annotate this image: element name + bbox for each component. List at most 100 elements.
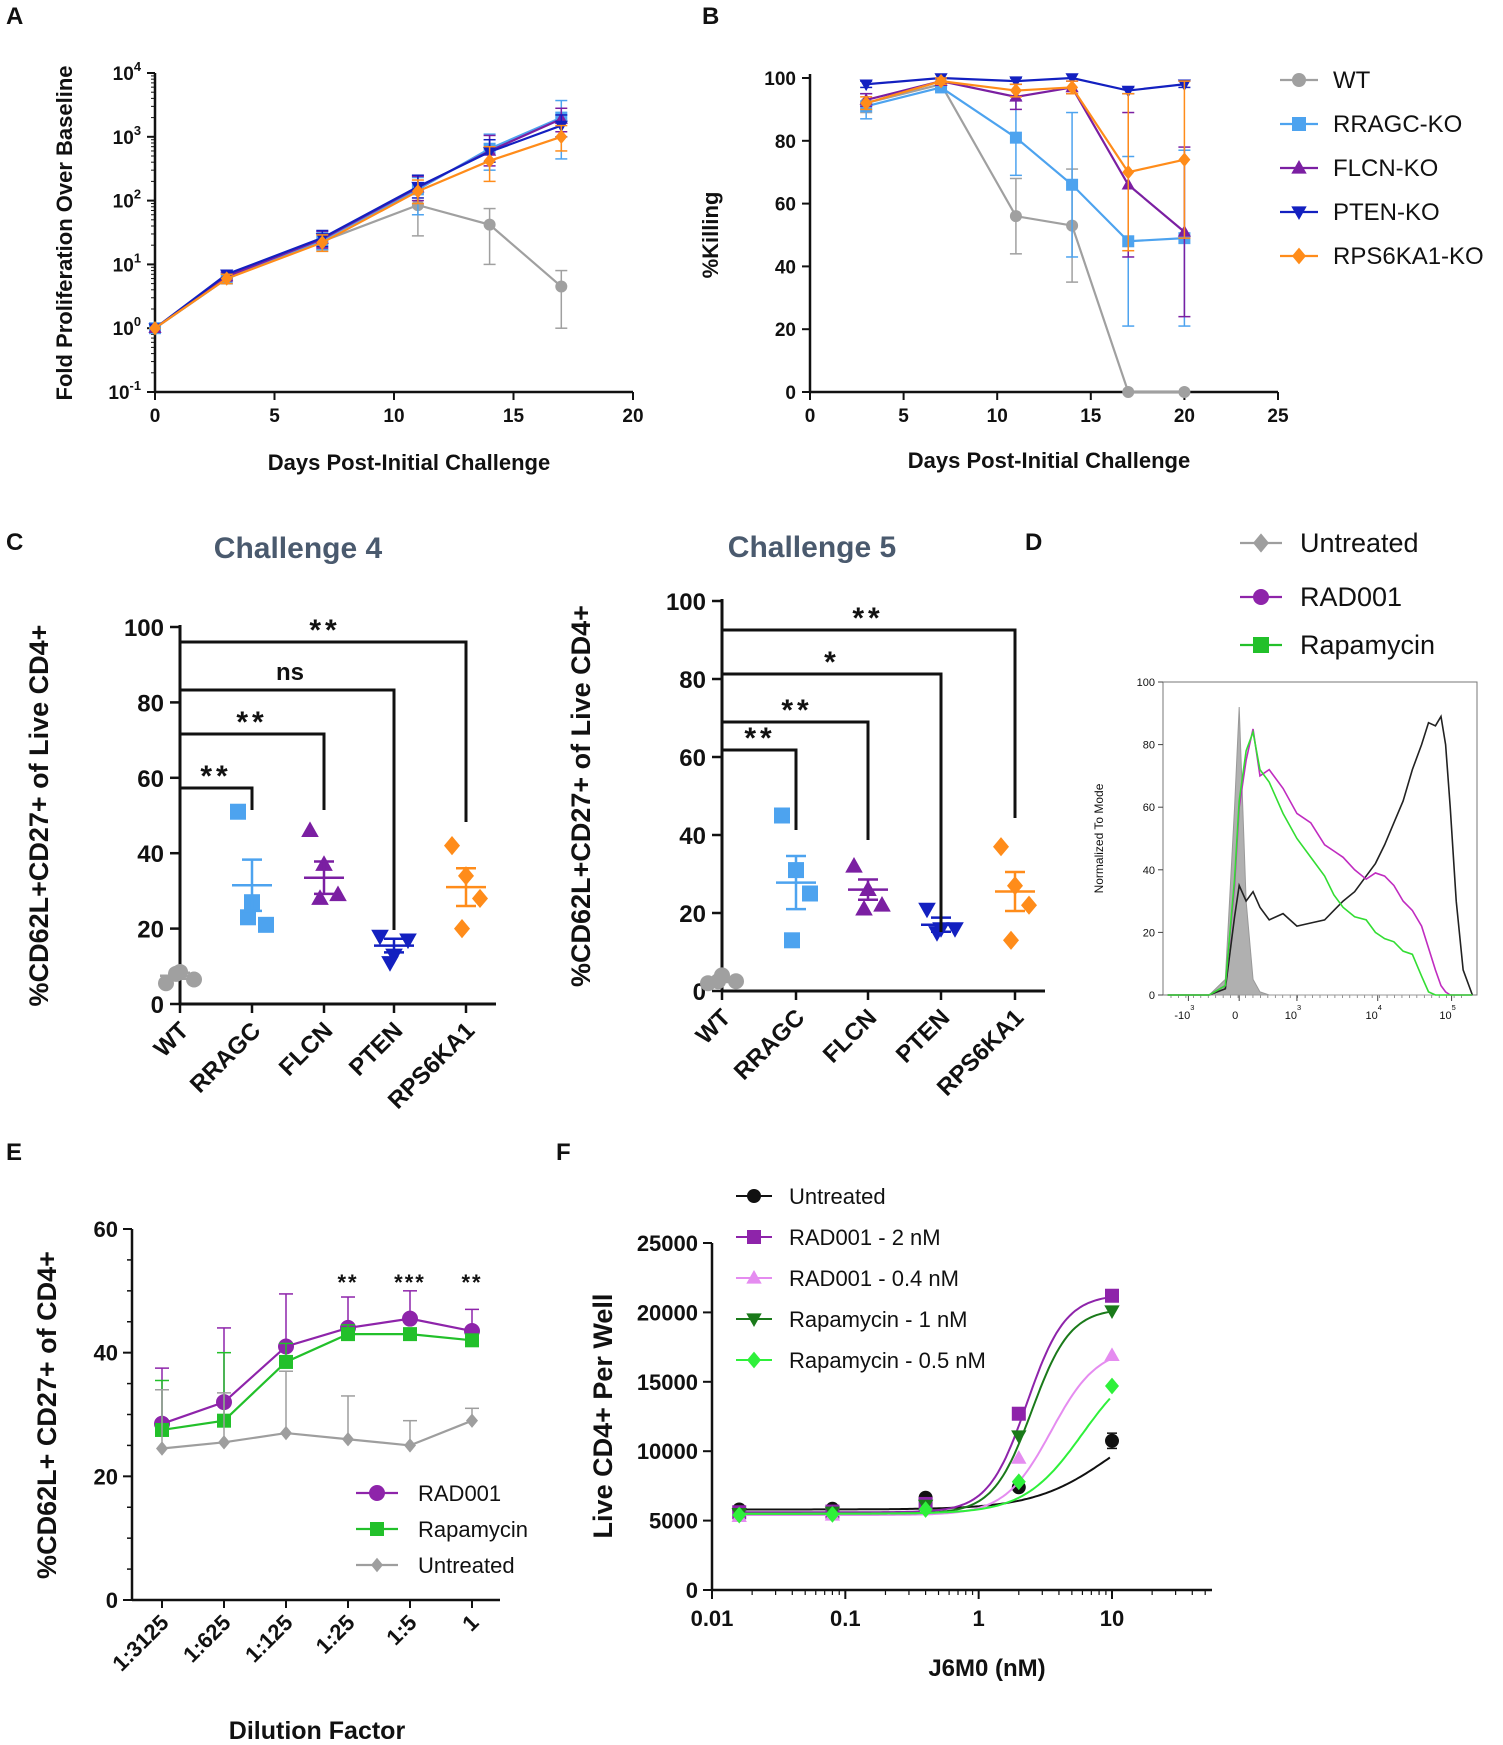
c4-sem-bar [242, 858, 262, 913]
d-legend-label: RAD001 [1300, 582, 1402, 612]
b-series-wt [860, 78, 1191, 398]
c5-point [946, 922, 964, 938]
b-series-flcn [859, 74, 1191, 318]
d-y-tick-label: 80 [1143, 740, 1155, 752]
a-point [411, 184, 424, 199]
a-point [220, 271, 233, 286]
f-point [1011, 1406, 1026, 1421]
a-y-tick-label-exp: 0 [134, 314, 141, 329]
b-x-axis-title: Days Post-Initial Challenge [908, 448, 1190, 473]
d-histogram-rad001 [1167, 728, 1473, 996]
d-x-tick-label: 104 [1366, 1003, 1382, 1022]
a-point [316, 235, 329, 250]
b-legend-item: RRAGC-KO [1280, 111, 1462, 138]
c5-significance-label: ** [744, 722, 775, 755]
c4-point [230, 803, 246, 820]
c4-y-tick-label: 60 [137, 766, 164, 793]
c5-sem-bar [1005, 870, 1025, 913]
b-y-tick-label: 40 [775, 257, 796, 278]
e-legend: RAD001 Rapamycin Untreated [356, 1481, 528, 1578]
a-series-rragc [149, 99, 568, 335]
b-line-pten [866, 76, 1185, 92]
c4-significance-bracket: ** [178, 760, 254, 810]
d-x-tick-label: 103 [1285, 1003, 1301, 1022]
f-legend-marker [747, 1351, 761, 1369]
a-line-rps6ka1 [154, 135, 562, 330]
b-x-tick-label: 20 [1174, 406, 1195, 427]
e-legend-label: RAD001 [418, 1481, 501, 1506]
e-point [156, 1441, 168, 1456]
c4-title: Challenge 4 [214, 532, 383, 565]
e-x-tick-label: 1:25 [311, 1610, 360, 1659]
b-y-tick-label: 100 [764, 69, 796, 90]
b-line-rps6ka1 [865, 80, 1185, 174]
b-line-wt [865, 83, 1185, 394]
c5-y-tick-label: 20 [679, 901, 706, 928]
a-point [149, 321, 161, 336]
e-error-bar [341, 1395, 355, 1440]
c5-bracket-line [720, 672, 943, 932]
e-legend-marker [371, 1557, 383, 1573]
a-y-tick-label: 100 [113, 314, 141, 340]
e-point [402, 1310, 418, 1327]
b-legend-label: RPS6KA1-KO [1333, 243, 1484, 270]
a-y-tick-label-exp: 1 [134, 250, 141, 265]
c4-group-wt [158, 963, 202, 992]
a-y-tick-label-exp: 3 [134, 123, 141, 138]
c5-point [1003, 930, 1019, 950]
a-x-tick-label: 15 [503, 406, 525, 427]
c5-point [784, 932, 800, 949]
c4-y-tick-label: 80 [137, 690, 164, 717]
c4-x-tick-label: WT [149, 1017, 195, 1063]
d-legend-marker [1253, 589, 1269, 605]
f-legend-marker [747, 1230, 761, 1244]
b-series-rps6ka1 [860, 73, 1191, 252]
c4-x-tick-label: RRAGC [185, 1017, 266, 1098]
e-legend-item: Untreated [356, 1553, 515, 1578]
c4-x-tick-label: PTEN [344, 1017, 408, 1081]
e-series-rapamycin [155, 1324, 479, 1437]
f-y-tick-label: 20000 [637, 1300, 698, 1325]
b-point [935, 73, 948, 89]
f-y-tick-label: 25000 [637, 1231, 698, 1256]
c4-y-tick-label: 0 [151, 992, 164, 1019]
b-point [860, 95, 873, 111]
d-histogram-untreated-filled [1167, 707, 1473, 996]
c4-significance-bracket: ns [178, 659, 396, 930]
f-legend-item: Untreated [736, 1184, 886, 1209]
c4-y-tick-label: 20 [137, 917, 164, 944]
f-legend-item: Rapamycin - 0.5 nM [736, 1348, 986, 1373]
b-point [1009, 83, 1022, 98]
b-point [1009, 76, 1023, 89]
c5-point [802, 885, 818, 902]
d-histogram-rapamycin [1167, 729, 1473, 996]
e-line-untreated [161, 1419, 473, 1450]
e-point [465, 1333, 479, 1348]
d-x-tick-label-exp: 5 [1452, 1003, 1456, 1012]
f-x-tick-label: 10 [1100, 1606, 1124, 1631]
c5-point [873, 896, 891, 912]
d-legend-label: Untreated [1300, 528, 1419, 558]
panel-label-f: F [556, 1139, 571, 1166]
f-fit-curve [739, 1310, 1111, 1515]
e-legend-label: Rapamycin [418, 1517, 528, 1542]
a-y-tick-label: 10-1 [108, 378, 141, 404]
b-point [1178, 386, 1191, 398]
c4-significance-bracket: ** [178, 614, 468, 822]
d-x-tick-label-base: 10 [1439, 1010, 1451, 1022]
c4-point [454, 919, 470, 939]
c5-x-tick-label: WT [691, 1004, 737, 1050]
b-point [1122, 165, 1135, 180]
a-point [555, 129, 568, 144]
b-y-axis-title: %Killing [698, 192, 723, 279]
c5-point [845, 857, 863, 873]
b-point [1066, 178, 1079, 191]
d-x-tick-label-base: 10 [1366, 1010, 1378, 1022]
b-x-tick-label: 0 [805, 406, 816, 427]
a-y-tick-label-base: 10 [113, 192, 134, 213]
f-point [1105, 1288, 1119, 1303]
c5-point [993, 837, 1009, 857]
f-legend-label: Rapamycin - 0.5 nM [789, 1348, 986, 1373]
